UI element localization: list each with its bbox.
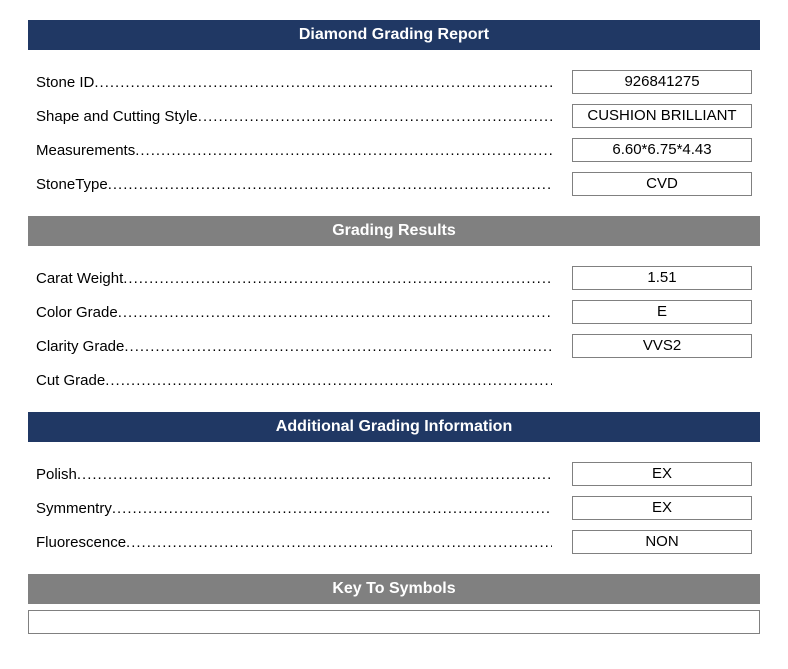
label-text: Measurements (36, 142, 135, 159)
section-header-symbols: Key To Symbols (28, 574, 760, 604)
label-measurements: Measurements (36, 142, 552, 159)
value-fluorescence: NON (572, 530, 752, 554)
label-fluorescence: Fluorescence (36, 534, 552, 551)
row-clarity: Clarity Grade VVS2 (36, 334, 752, 358)
label-symmetry: Symmentry (36, 500, 552, 517)
value-symmetry: EX (572, 496, 752, 520)
label-carat: Carat Weight (36, 270, 552, 287)
label-text: Fluorescence (36, 534, 126, 551)
label-text: Clarity Grade (36, 338, 124, 355)
row-polish: Polish EX (36, 462, 752, 486)
label-shape: Shape and Cutting Style (36, 108, 552, 125)
label-text: Shape and Cutting Style (36, 108, 198, 125)
label-polish: Polish (36, 466, 552, 483)
value-measurements: 6.60*6.75*4.43 (572, 138, 752, 162)
row-color: Color Grade E (36, 300, 752, 324)
row-cut: Cut Grade (36, 368, 752, 392)
label-text: StoneType (36, 176, 108, 193)
section-body-main: Stone ID 926841275 Shape and Cutting Sty… (28, 50, 760, 210)
value-polish: EX (572, 462, 752, 486)
label-cut: Cut Grade (36, 372, 552, 389)
section-body-additional: Polish EX Symmentry EX Fluorescence NON (28, 442, 760, 568)
value-color: E (572, 300, 752, 324)
label-stonetype: StoneType (36, 176, 552, 193)
value-carat: 1.51 (572, 266, 752, 290)
section-body-grading: Carat Weight 1.51 Color Grade E Clarity … (28, 246, 760, 406)
row-measurements: Measurements 6.60*6.75*4.43 (36, 138, 752, 162)
value-shape: CUSHION BRILLIANT (572, 104, 752, 128)
symbols-box (28, 610, 760, 634)
value-cut-empty (572, 368, 752, 392)
label-color: Color Grade (36, 304, 552, 321)
row-stonetype: StoneType CVD (36, 172, 752, 196)
row-stone-id: Stone ID 926841275 (36, 70, 752, 94)
row-fluorescence: Fluorescence NON (36, 530, 752, 554)
label-clarity: Clarity Grade (36, 338, 552, 355)
value-clarity: VVS2 (572, 334, 752, 358)
label-text: Symmentry (36, 500, 112, 517)
label-text: Polish (36, 466, 77, 483)
value-stone-id: 926841275 (572, 70, 752, 94)
label-text: Color Grade (36, 304, 118, 321)
label-stone-id: Stone ID (36, 74, 552, 91)
label-text: Stone ID (36, 74, 94, 91)
row-carat: Carat Weight 1.51 (36, 266, 752, 290)
row-shape: Shape and Cutting Style CUSHION BRILLIAN… (36, 104, 752, 128)
row-symmetry: Symmentry EX (36, 496, 752, 520)
label-text: Carat Weight (36, 270, 123, 287)
section-header-grading: Grading Results (28, 216, 760, 246)
label-text: Cut Grade (36, 372, 105, 389)
section-header-main: Diamond Grading Report (28, 20, 760, 50)
value-stonetype: CVD (572, 172, 752, 196)
section-header-additional: Additional Grading Information (28, 412, 760, 442)
